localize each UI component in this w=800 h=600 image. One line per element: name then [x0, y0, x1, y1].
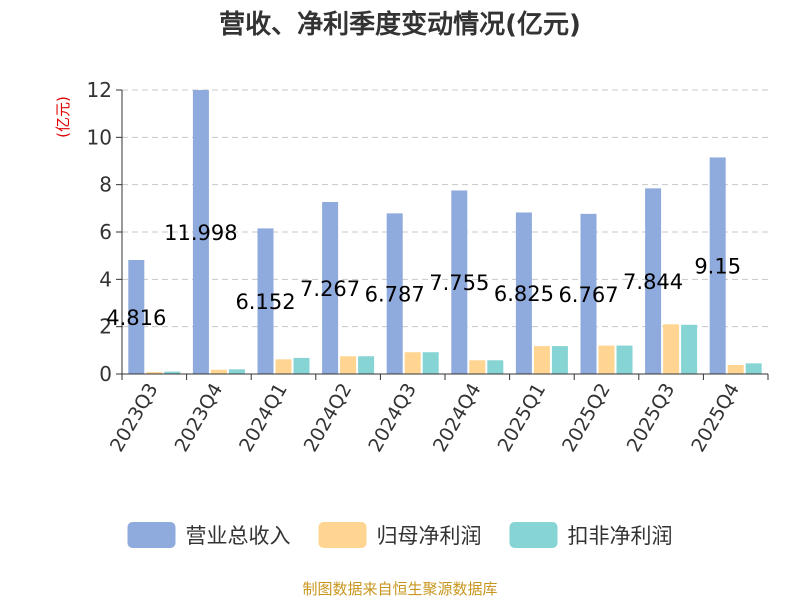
data-label-0: 4.816: [106, 306, 166, 330]
bar-0-1: [192, 90, 209, 374]
legend-label-2: 扣非净利润: [568, 524, 673, 548]
bar-1-8: [663, 324, 680, 374]
legend-label-1: 归母净利润: [377, 524, 482, 548]
bar-1-6: [533, 346, 550, 374]
bar-0-3: [322, 202, 339, 374]
x-tick-label-6: 2025Q1: [493, 380, 550, 456]
legend: 营业总收入 归母净利润 扣非净利润: [127, 522, 673, 548]
bar-2-7: [616, 345, 633, 374]
x-tick-labels: 2023Q3 2023Q4 2024Q1 2024Q2 2024Q3 2024Q4 2025…: [106, 380, 744, 456]
legend-swatch-1: [318, 522, 367, 548]
bar-1-2: [275, 359, 292, 374]
x-tick-label-9: 2025Q4: [687, 380, 744, 456]
bar-2-1: [228, 369, 245, 374]
x-tick-label-4: 2024Q3: [364, 380, 421, 456]
bar-2-4: [422, 352, 439, 374]
bar-2-5: [487, 360, 504, 374]
bar-1-4: [404, 352, 421, 374]
source-note: 制图数据来自恒生聚源数据库: [302, 580, 497, 598]
bar-2-0: [164, 371, 181, 374]
bar-2-3: [358, 356, 375, 374]
grid-lines: [122, 89, 768, 328]
bar-1-7: [598, 345, 615, 374]
bar-1-1: [210, 369, 227, 374]
data-label-6: 6.825: [494, 282, 554, 306]
y-tick-label-5: 10: [87, 125, 112, 149]
legend-label-0: 营业总收入: [186, 524, 291, 548]
x-tick-label-5: 2024Q4: [429, 380, 486, 456]
bar-0-0: [128, 260, 145, 374]
bar-0-8: [645, 188, 662, 374]
data-label-5: 7.755: [429, 271, 489, 295]
bar-0-6: [515, 212, 532, 374]
y-tick-label-3: 6: [99, 220, 112, 244]
data-label-9: 9.15: [694, 255, 741, 279]
y-tick-label-6: 12: [87, 78, 112, 102]
data-label-8: 7.844: [623, 270, 683, 294]
bar-0-9: [709, 157, 726, 374]
bar-0-5: [451, 190, 468, 374]
data-label-2: 6.152: [235, 290, 295, 314]
data-label-3: 7.267: [300, 277, 360, 301]
y-tick-label-1: 2: [99, 315, 112, 339]
x-tick-label-7: 2025Q2: [558, 380, 615, 456]
bar-1-5: [469, 360, 486, 374]
x-tick-label-1: 2023Q4: [170, 380, 227, 456]
bar-0-4: [386, 213, 403, 374]
data-label-7: 6.767: [558, 283, 618, 307]
bar-2-9: [745, 363, 762, 374]
legend-swatch-0: [127, 522, 176, 548]
y-tick-label-2: 4: [99, 267, 112, 291]
bar-1-0: [146, 372, 163, 374]
bar-1-9: [727, 365, 744, 374]
y-axis-label: (亿元): [54, 96, 72, 138]
x-tick-label-3: 2024Q2: [300, 380, 357, 456]
bar-0-2: [257, 228, 274, 374]
x-tick-label-2: 2024Q1: [235, 380, 292, 456]
bar-0-7: [580, 213, 597, 374]
bar-1-3: [340, 356, 357, 374]
bar-2-6: [551, 346, 568, 374]
y-tick-labels: 0 2 4 6 8 10 12: [87, 78, 112, 386]
data-label-1: 11.998: [164, 221, 237, 245]
x-tick-label-8: 2025Q3: [623, 380, 680, 456]
x-tick-label-0: 2023Q3: [106, 380, 163, 456]
axes: [116, 89, 769, 380]
bars: [128, 90, 762, 374]
chart-title: 营收、净利季度变动情况(亿元): [219, 9, 581, 40]
y-tick-label-4: 8: [99, 173, 112, 197]
legend-swatch-2: [509, 522, 558, 548]
data-label-4: 6.787: [365, 283, 425, 307]
bar-2-8: [681, 324, 698, 374]
y-tick-label-0: 0: [99, 362, 112, 386]
bar-2-2: [293, 357, 310, 374]
